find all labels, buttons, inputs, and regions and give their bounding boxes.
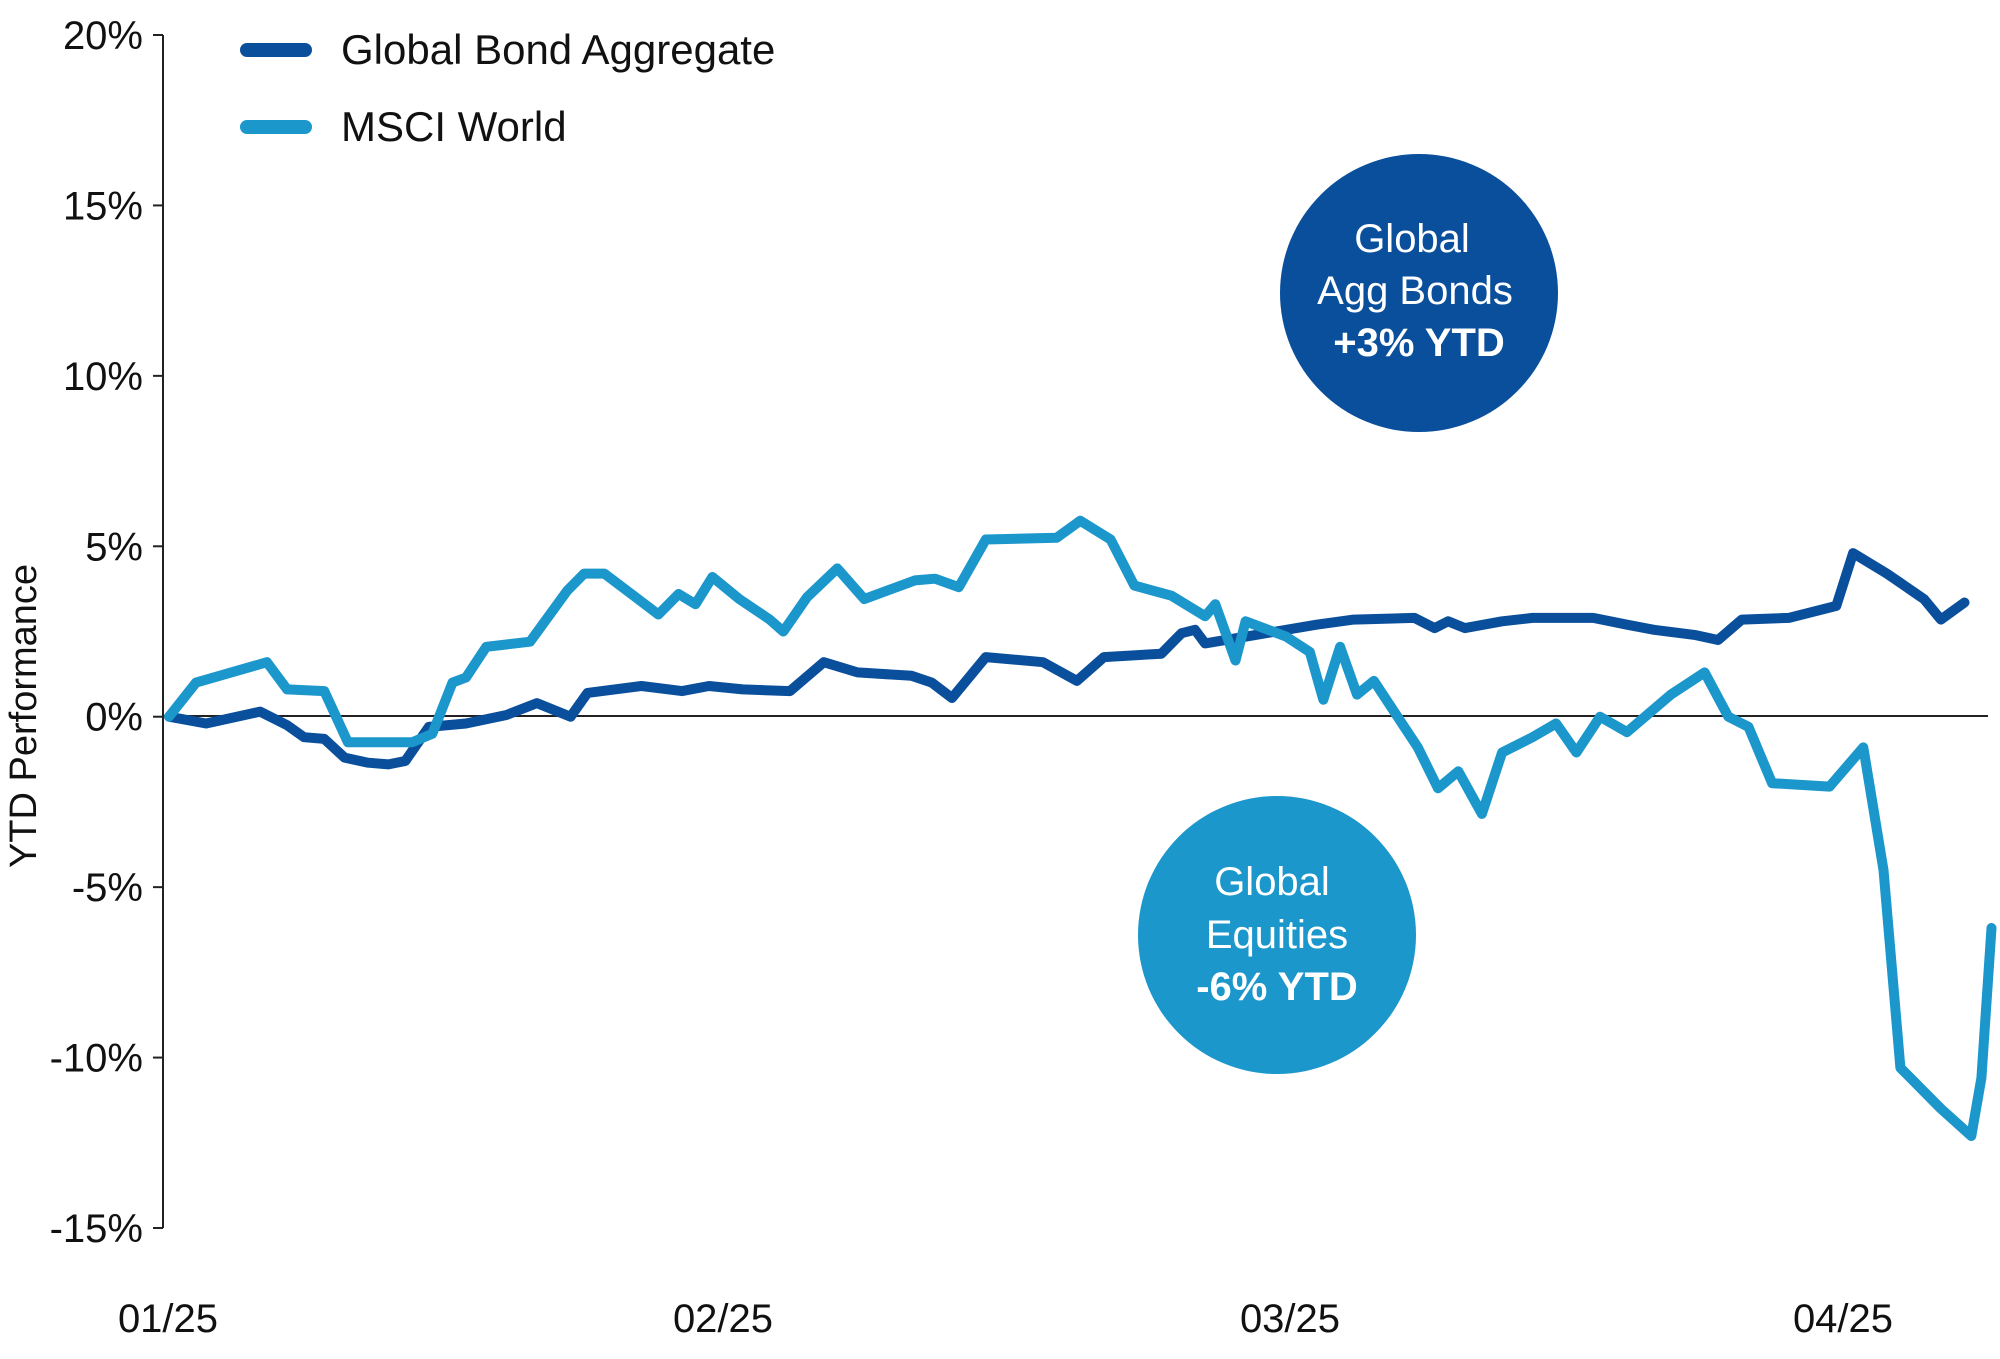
- y-tick-label: 10%: [63, 355, 143, 399]
- y-tick-label: 20%: [63, 14, 143, 58]
- bonds-annotation-bubble: Global Agg Bonds +3% YTD: [1280, 154, 1558, 432]
- y-tick-label: 0%: [85, 696, 143, 740]
- x-axis-ticks: 01/25 02/25 03/25 04/25: [118, 1297, 1893, 1341]
- y-tick-label: -10%: [50, 1037, 143, 1081]
- x-tick-label: 04/25: [1793, 1297, 1893, 1341]
- y-tick-label: -15%: [50, 1207, 143, 1251]
- legend-item-msci-world: MSCI World: [240, 103, 567, 150]
- series-line-global-bond-aggregate: [164, 548, 1970, 770]
- legend-label-msci-world: MSCI World: [341, 103, 567, 150]
- y-axis-title: YTD Performance: [3, 564, 45, 868]
- y-axis-ticks: 20% 15% 10% 5% 0% -5% -10% -15%: [50, 14, 163, 1251]
- bonds-bubble-line1: Global: [1354, 217, 1470, 261]
- equities-bubble-line1: Global: [1214, 860, 1330, 904]
- bonds-bubble-line2: Agg Bonds: [1317, 269, 1513, 313]
- equities-bubble-circle: [1138, 796, 1416, 1074]
- legend: Global Bond Aggregate MSCI World: [240, 26, 775, 150]
- x-tick-label: 03/25: [1240, 1297, 1340, 1341]
- series-lines: [164, 515, 1997, 1141]
- x-tick-label: 01/25: [118, 1297, 218, 1341]
- bonds-bubble-circle: [1280, 154, 1558, 432]
- equities-bubble-line3: -6% YTD: [1196, 965, 1358, 1009]
- y-tick-label: 5%: [85, 525, 143, 569]
- x-tick-label: 02/25: [673, 1297, 773, 1341]
- bonds-bubble-line3: +3% YTD: [1333, 321, 1505, 365]
- legend-label-global-bond-aggregate: Global Bond Aggregate: [341, 26, 775, 73]
- equities-annotation-bubble: Global Equities -6% YTD: [1138, 796, 1416, 1074]
- y-tick-label: 15%: [63, 184, 143, 228]
- series-line-msci-world: [164, 515, 1997, 1141]
- legend-item-global-bond-aggregate: Global Bond Aggregate: [240, 26, 775, 73]
- axes: [162, 35, 1988, 1228]
- y-tick-label: -5%: [72, 866, 143, 910]
- equities-bubble-line2: Equities: [1206, 913, 1348, 957]
